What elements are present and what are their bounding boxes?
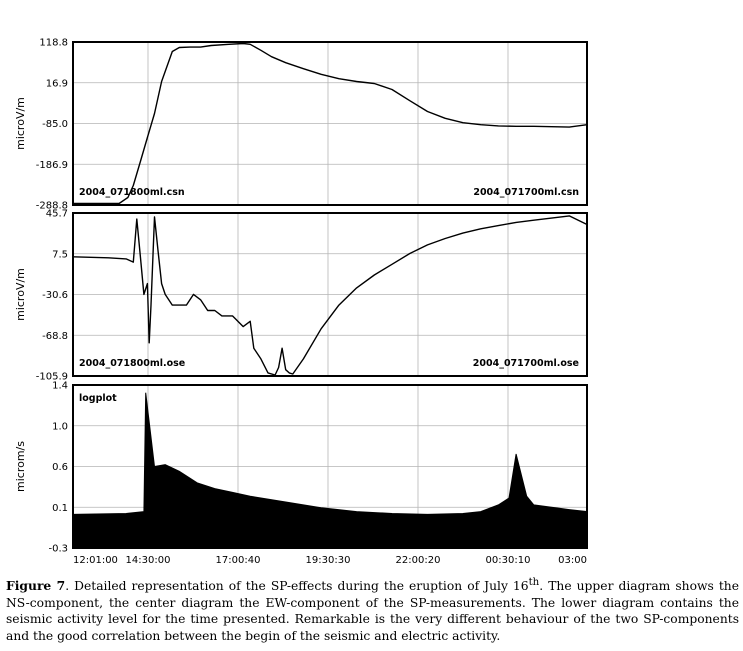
series-line-1 — [73, 42, 588, 205]
annotation-left: 2004_071800ml.csn — [79, 187, 185, 198]
y-tick-label: 45.7 — [46, 209, 68, 220]
plot-frame — [72, 41, 588, 206]
y-tick-label: -85.0 — [42, 119, 68, 130]
y-tick-label: -68.8 — [42, 331, 68, 342]
y-tick-label: -30.6 — [42, 290, 68, 301]
x-tick-label: 03:00 — [558, 555, 587, 566]
y-tick-label: -186.9 — [36, 160, 68, 171]
caption-superscript: th — [528, 576, 540, 588]
x-tick-label: 12:01:00 — [73, 555, 118, 566]
caption-text-2: . The upper diagram shows the NS-compone… — [6, 579, 739, 643]
figure-7: 118.8 16.9 -85.0 -186.9 -288.8 microV/m 2004_0… — [14, 38, 588, 566]
y-tick-label: -105.9 — [36, 372, 68, 383]
y-tick-label: 0.1 — [52, 503, 68, 514]
figure-caption: Figure 7. Detailed representation of the… — [6, 574, 739, 644]
panel-3: 1.4 1.0 0.6 0.1 -0.3 microm/s logplot 12:01:00 1… — [14, 381, 588, 566]
series-area-1 — [72, 392, 588, 549]
annotation-right: 2004_071700ml.ose — [473, 358, 579, 369]
y-axis-label: microV/m — [14, 268, 27, 321]
y-axis-label: microV/m — [14, 97, 27, 150]
x-tick-label: 14:30:00 — [126, 555, 171, 566]
y-axis-label: microm/s — [14, 441, 27, 492]
annotation-right: 2004_071700ml.csn — [473, 187, 579, 198]
annotation-left: 2004_071800ml.ose — [79, 358, 185, 369]
annotation-left: logplot — [79, 393, 117, 404]
x-tick-label: 00:30:10 — [486, 555, 531, 566]
caption-text-1: . Detailed representation of the SP-effe… — [65, 579, 529, 594]
y-tick-label: 16.9 — [46, 78, 68, 89]
plot-frame — [72, 212, 588, 377]
y-tick-label: 118.8 — [39, 38, 68, 49]
y-tick-label: -288.8 — [36, 201, 68, 212]
y-tick-label: 1.0 — [52, 421, 68, 432]
y-tick-label: 1.4 — [52, 381, 68, 392]
y-tick-label: 7.5 — [52, 249, 68, 260]
panel-1: 118.8 16.9 -85.0 -186.9 -288.8 microV/m 2004_0… — [14, 38, 588, 212]
series-line-1 — [72, 215, 588, 376]
caption-label: Figure 7 — [6, 578, 66, 594]
x-tick-label: 22:00:20 — [396, 555, 441, 566]
panel-2: 45.7 7.5 -30.6 -68.8 -105.9 microV/m 2004_0718… — [14, 209, 588, 383]
plot-frame — [72, 384, 588, 549]
x-tick-label: 17:00:40 — [216, 555, 261, 566]
x-tick-label: 19:30:30 — [306, 555, 351, 566]
y-tick-label: -0.3 — [48, 544, 68, 555]
y-tick-label: 0.6 — [52, 462, 68, 473]
